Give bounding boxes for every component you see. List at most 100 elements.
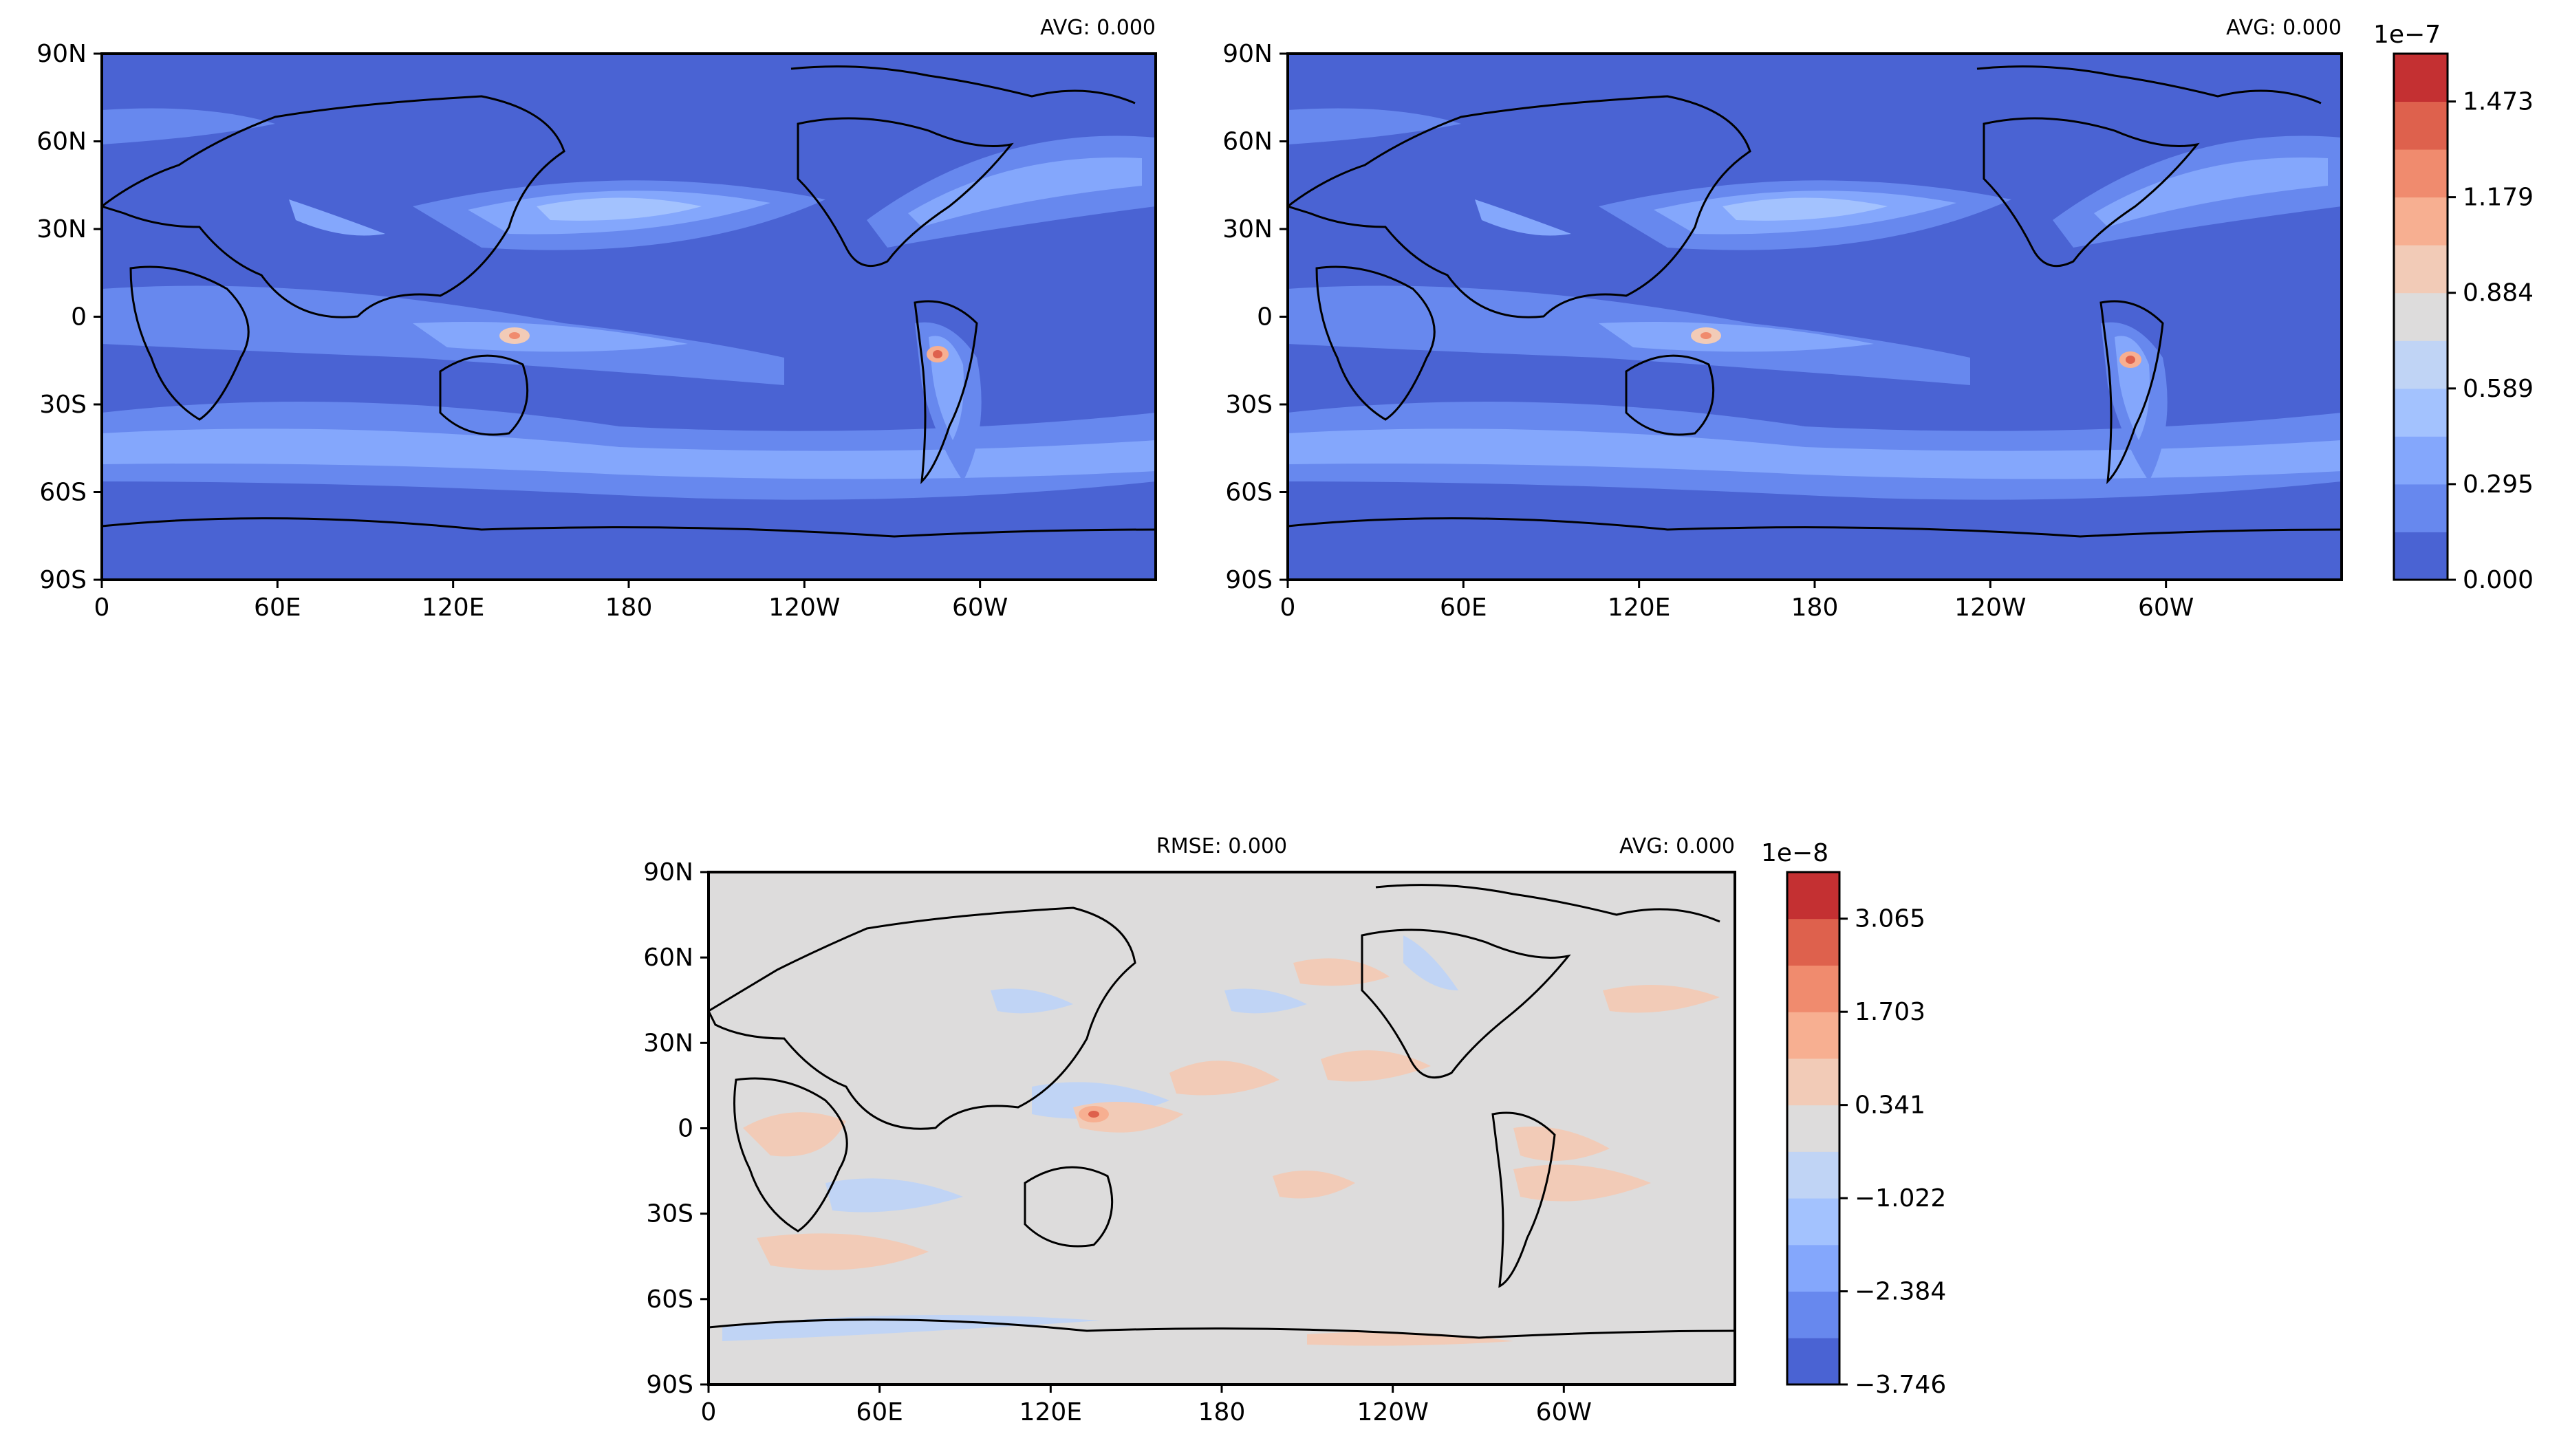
colorbar-level [2394,532,2448,580]
colorbar-level [1787,872,1839,920]
colorbar-tick-label: 0.341 [1855,1091,1925,1120]
y-tick-label: 30N [1222,215,1273,243]
colorbar-level [1787,1012,1839,1059]
colorbar-level [1787,918,1839,966]
colorbar-tick-label: −3.746 [1855,1371,1946,1399]
colorbar-level [1787,1151,1839,1199]
colorbar-level [2394,436,2448,485]
colorbar-tick-label: 0.589 [2463,375,2534,403]
x-tick-label: 120W [1954,594,2026,622]
colorbar-level [1787,965,1839,1012]
x-tick-label: 60W [952,594,1008,622]
colorbar-level [2394,245,2448,294]
colorbar-tick-label: 0.295 [2463,470,2534,499]
x-tick-label: 120E [422,594,484,622]
colorbar-level [1787,1198,1839,1246]
colorbar-top-frame [2393,52,2449,581]
colorbar-level [2394,197,2448,246]
colorbar-tick-label: −2.384 [1855,1278,1946,1306]
avg-label-bottom: AVG: 0.000 [1619,834,1735,858]
y-tick-label: 30N [36,215,87,243]
colorbar-level [2394,388,2448,437]
x-tick-label: 180 [1198,1398,1246,1426]
field-fill-bottom [709,872,1735,1384]
x-tick-label: 60E [1440,594,1487,622]
colorbar-level [1787,1338,1839,1385]
y-tick-label: 90N [643,858,693,887]
colorbar-top: 1e−7 0.000 0.295 0.589 0.884 1.179 1.473 [2373,21,2534,594]
y-tick-label: 60N [643,944,693,972]
axes-top-left: 0 60E 120E 180 120W 60W 90N 60N 30N 0 30S 60S 90S [36,40,1008,622]
x-tick-label: 120E [1608,594,1670,622]
y-tick-label: 60S [1225,479,1273,507]
colorbar-level [1787,1244,1839,1292]
y-tick-label: 90S [39,566,87,594]
y-tick-label: 30N [643,1029,693,1057]
axes-top-right: 0 60E 120E 180 120W 60W 90N 60N 30N 0 30S 60S 90S [1222,40,2194,622]
colorbar-level [1787,1291,1839,1338]
colorbar-tick-label: 1.179 [2463,184,2534,212]
colorbar-bottom-exponent: 1e−8 [1761,839,1828,867]
rmse-label-bottom: RMSE: 0.000 [1156,834,1287,858]
x-tick-label: 60E [856,1398,903,1426]
map-panel-bottom: RMSE: 0.000 AVG: 0.000 0 60E 120E 180 120W 60… [643,834,1736,1426]
colorbar-level [1787,1105,1839,1152]
x-tick-label: 120E [1019,1398,1082,1426]
colorbar-tick-label: 0.884 [2463,279,2534,307]
y-tick-label: 90N [1222,40,1273,68]
colorbar-top-ticks: 0.000 0.295 0.589 0.884 1.179 1.473 [2448,88,2534,594]
colorbar-tick-label: 1.703 [1855,998,1925,1026]
y-tick-label: 90S [646,1371,693,1399]
y-tick-label: 0 [1257,303,1273,332]
x-tick-label: 60W [1536,1398,1592,1426]
colorbar-top-levels [2394,54,2448,580]
colorbar-bottom-frame [1786,871,1841,1386]
colorbar-level [2394,292,2448,341]
coastlines-top-right [1288,65,2342,538]
colorbar-bottom: 1e−8 −3.746 −2.384 −1.022 0.341 1.703 3.065 [1761,839,1946,1399]
colorbar-bottom-ticks: −3.746 −2.384 −1.022 0.341 1.703 3.065 [1839,905,1946,1399]
x-tick-label: 0 [701,1398,717,1426]
field-fill-top-right [1288,54,2342,580]
coastlines-bottom [709,884,1735,1339]
avg-label-top-right: AVG: 0.000 [2226,16,2342,40]
x-tick-label: 120W [768,594,840,622]
x-tick-label: 0 [1280,594,1296,622]
y-tick-label: 60N [1222,128,1273,156]
avg-label-top-left: AVG: 0.000 [1040,16,1156,40]
x-tick-label: 180 [605,594,653,622]
x-tick-label: 60W [2138,594,2194,622]
colorbar-tick-label: −1.022 [1855,1184,1946,1213]
y-tick-label: 60N [36,128,87,156]
map-panel-top-right: AVG: 0.000 0 60E 120E 180 120W 60W 90N 60N 30N 0 3… [1222,16,2343,622]
y-tick-label: 30S [1225,391,1273,419]
coastlines-top-left [102,65,1156,538]
x-tick-label: 180 [1791,594,1839,622]
y-tick-label: 30S [39,391,87,419]
colorbar-level [2394,340,2448,389]
y-tick-label: 90N [36,40,87,68]
colorbar-top-exponent: 1e−7 [2373,21,2441,49]
x-tick-label: 0 [94,594,110,622]
y-tick-label: 0 [71,303,87,332]
y-tick-label: 60S [39,479,87,507]
y-tick-label: 60S [646,1285,693,1314]
colorbar-bottom-levels [1787,872,1839,1385]
colorbar-tick-label: 0.000 [2463,566,2534,594]
colorbar-level [1787,1058,1839,1106]
colorbar-tick-label: 3.065 [1855,905,1925,933]
axes-bottom: 0 60E 120E 180 120W 60W 90N 60N 30N 0 30S 60S 90S [643,858,1592,1426]
x-tick-label: 60E [254,594,301,622]
colorbar-level [2394,483,2448,532]
colorbar-tick-label: 1.473 [2463,88,2534,116]
map-panel-top-left: AVG: 0.000 0 60E 120E 180 120W 60W 90N 60N 30N 0 3… [36,16,1157,622]
colorbar-level [2394,149,2448,198]
field-fill-top-left [102,54,1156,580]
x-tick-label: 120W [1357,1398,1429,1426]
colorbar-level [2394,101,2448,150]
y-tick-label: 90S [1225,566,1273,594]
y-tick-label: 0 [678,1115,693,1143]
colorbar-level [2394,54,2448,102]
y-tick-label: 30S [646,1200,693,1228]
